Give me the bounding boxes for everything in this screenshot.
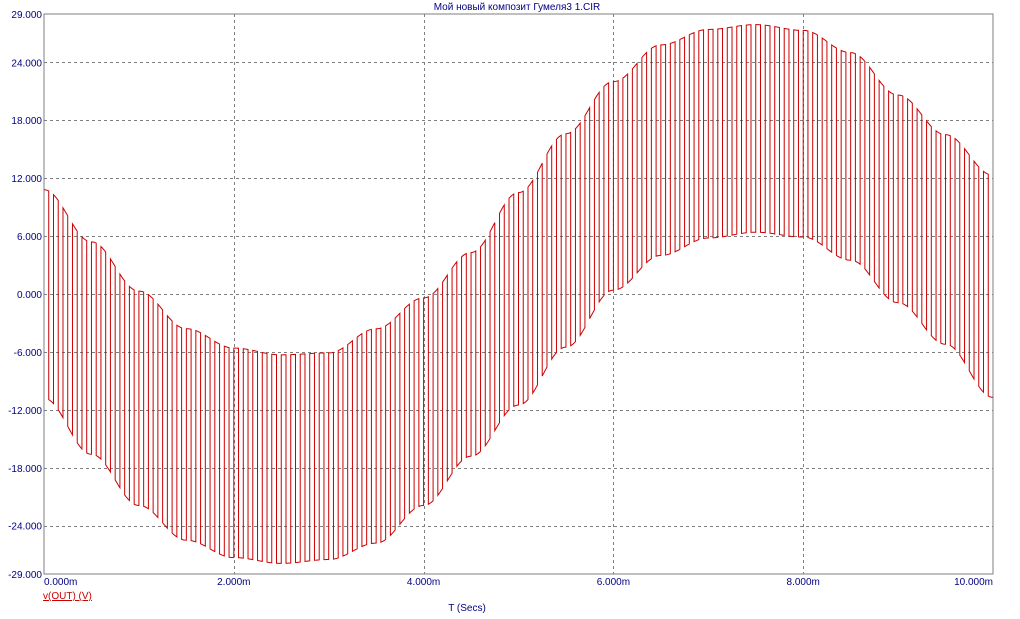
x-tick-label: 10.000m <box>954 577 993 588</box>
y-tick-label: 6.000 <box>17 232 42 243</box>
y-tick-label: -12.000 <box>8 406 42 417</box>
y-tick-label: 24.000 <box>11 58 42 69</box>
chart-title: Мой новый композит Гумеля3 1.CIR <box>434 2 601 13</box>
x-axis-label: T (Secs) <box>448 603 486 614</box>
plot-frame <box>43 13 994 575</box>
y-tick-labels: 29.000 24.000 18.000 12.000 6.000 0.000 -6.000… <box>8 10 42 581</box>
x-tick-label: 8.000m <box>787 577 820 588</box>
x-tick-labels: 0.000m 2.000m 4.000m 6.000m 8.000m 10.000m <box>44 577 993 588</box>
y-tick-label: -24.000 <box>8 522 42 533</box>
y-tick-label: 18.000 <box>11 116 42 127</box>
trace-label[interactable]: v(OUT) (V) <box>43 591 92 602</box>
trace-vout-line <box>43 24 994 564</box>
y-tick-label: 0.000 <box>17 290 42 301</box>
x-tick-label: 0.000m <box>44 577 77 588</box>
y-tick-label: 29.000 <box>11 10 42 21</box>
trace-vout <box>43 24 994 564</box>
x-tick-label: 4.000m <box>407 577 440 588</box>
x-tick-label: 2.000m <box>217 577 250 588</box>
y-tick-label: -18.000 <box>8 464 42 475</box>
y-tick-label: -29.000 <box>8 570 42 581</box>
x-tick-label: 6.000m <box>597 577 630 588</box>
y-tick-label: 12.000 <box>11 174 42 185</box>
y-tick-label: -6.000 <box>14 348 43 359</box>
